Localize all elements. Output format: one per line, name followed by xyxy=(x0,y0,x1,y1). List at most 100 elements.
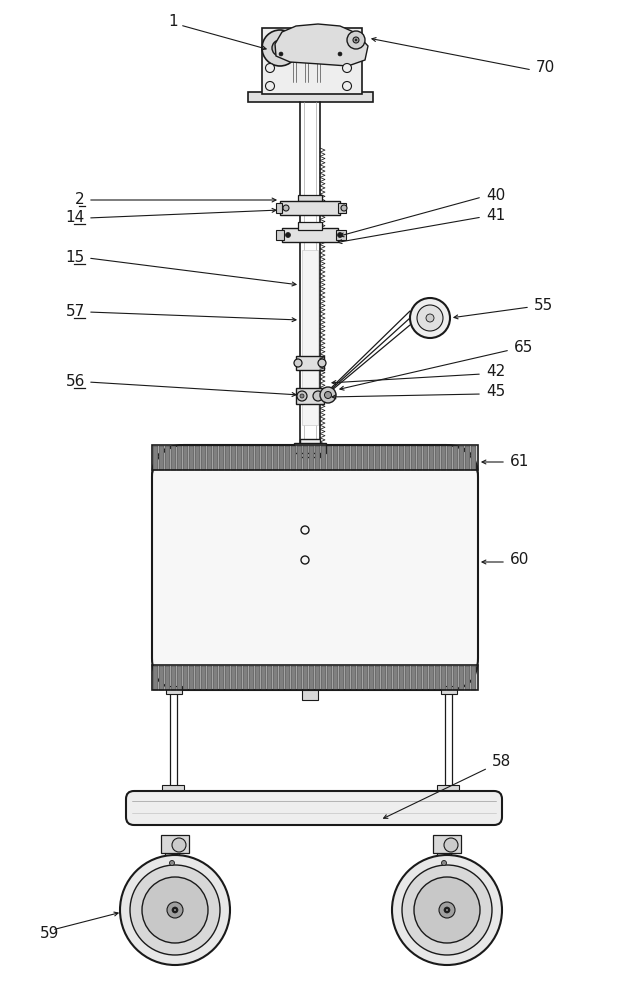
Bar xyxy=(387,446,392,470)
Bar xyxy=(333,666,338,690)
Bar xyxy=(165,446,170,470)
Bar xyxy=(315,666,320,690)
Circle shape xyxy=(402,865,492,955)
Bar xyxy=(327,666,332,690)
Bar xyxy=(298,222,322,230)
Bar xyxy=(177,666,182,690)
Bar xyxy=(471,666,476,690)
Bar xyxy=(159,666,164,690)
Bar xyxy=(381,666,386,690)
Bar xyxy=(333,446,338,470)
Circle shape xyxy=(338,232,343,237)
Bar xyxy=(213,446,218,470)
Bar xyxy=(363,446,368,470)
Bar xyxy=(453,666,458,690)
Bar xyxy=(267,446,272,470)
Bar xyxy=(213,666,218,690)
Text: 59: 59 xyxy=(40,926,59,940)
Bar xyxy=(261,446,266,470)
Bar xyxy=(219,666,224,690)
Bar xyxy=(405,446,410,470)
Bar xyxy=(435,446,440,470)
Bar xyxy=(338,203,346,213)
Bar xyxy=(321,666,326,690)
Bar xyxy=(435,666,440,690)
Circle shape xyxy=(442,860,447,865)
Bar xyxy=(291,666,296,690)
Bar xyxy=(345,446,350,470)
Bar xyxy=(152,665,478,690)
Bar xyxy=(153,446,158,470)
Bar xyxy=(417,666,422,690)
Bar xyxy=(262,28,362,94)
Bar xyxy=(195,446,200,470)
Bar xyxy=(255,446,260,470)
Bar xyxy=(225,446,230,470)
Bar xyxy=(423,666,428,690)
Bar xyxy=(381,446,386,470)
Text: 45: 45 xyxy=(486,384,505,399)
Circle shape xyxy=(439,902,455,918)
Bar xyxy=(237,666,242,690)
Bar xyxy=(429,446,434,470)
Bar xyxy=(309,666,314,690)
Bar xyxy=(405,666,410,690)
Circle shape xyxy=(313,391,323,401)
Bar xyxy=(351,446,356,470)
Text: 65: 65 xyxy=(514,340,534,356)
Bar xyxy=(273,666,278,690)
Text: 1: 1 xyxy=(168,14,178,29)
Circle shape xyxy=(265,64,275,73)
Bar xyxy=(297,446,302,470)
Circle shape xyxy=(265,82,275,91)
Circle shape xyxy=(294,359,302,367)
Bar xyxy=(161,835,189,853)
Text: 61: 61 xyxy=(510,454,529,470)
Bar xyxy=(339,666,344,690)
Bar xyxy=(375,666,380,690)
Bar xyxy=(369,446,374,470)
Bar xyxy=(261,666,266,690)
Text: 42: 42 xyxy=(486,364,505,379)
Bar xyxy=(189,446,194,470)
Bar xyxy=(387,666,392,690)
Circle shape xyxy=(279,52,283,56)
Bar xyxy=(303,446,308,470)
Bar xyxy=(411,446,416,470)
Bar xyxy=(285,446,290,470)
Circle shape xyxy=(353,37,359,43)
Bar xyxy=(296,356,324,370)
Text: 58: 58 xyxy=(492,754,511,770)
Bar xyxy=(273,446,278,470)
Bar xyxy=(399,446,404,470)
Circle shape xyxy=(417,305,443,331)
Circle shape xyxy=(286,232,291,237)
Text: 40: 40 xyxy=(486,188,505,202)
Bar xyxy=(417,446,422,470)
Bar xyxy=(309,446,314,470)
Circle shape xyxy=(446,909,448,911)
Bar xyxy=(276,203,282,213)
Bar xyxy=(336,230,346,240)
Bar xyxy=(201,666,206,690)
Bar xyxy=(195,666,200,690)
Bar xyxy=(327,446,332,470)
Circle shape xyxy=(170,860,175,865)
Circle shape xyxy=(338,52,342,56)
Circle shape xyxy=(414,877,480,943)
Bar xyxy=(345,666,350,690)
Circle shape xyxy=(297,391,307,401)
Bar xyxy=(302,690,318,700)
Circle shape xyxy=(283,205,289,211)
Bar xyxy=(255,666,260,690)
Bar xyxy=(276,230,284,240)
Circle shape xyxy=(120,855,230,965)
Bar xyxy=(294,443,326,453)
Bar xyxy=(231,446,236,470)
Circle shape xyxy=(172,838,186,852)
Circle shape xyxy=(444,838,458,852)
Bar xyxy=(201,446,206,470)
Bar xyxy=(159,446,164,470)
Circle shape xyxy=(343,64,351,73)
Circle shape xyxy=(172,907,178,913)
